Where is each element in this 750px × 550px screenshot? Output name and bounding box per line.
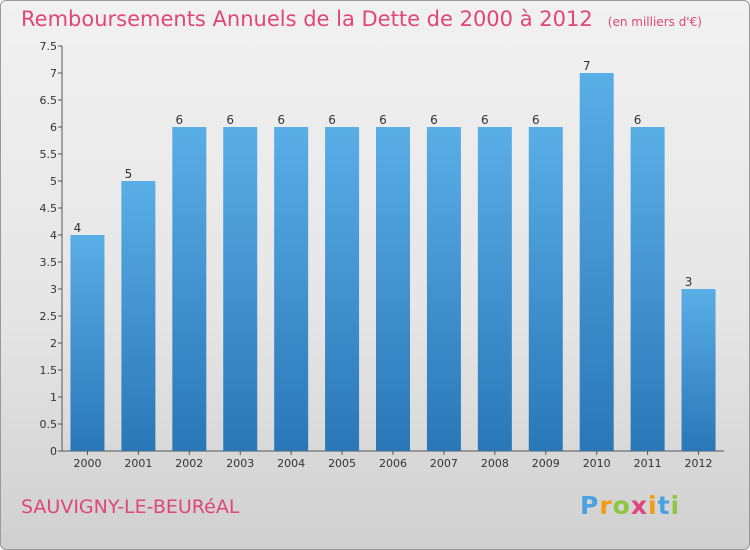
x-tick-label-2000: 2000 [73, 457, 101, 470]
x-tick-label-2011: 2011 [634, 457, 662, 470]
title-row: Remboursements Annuels de la Dette de 20… [21, 7, 702, 31]
bar-2001 [121, 181, 156, 451]
bar-2012 [681, 289, 716, 451]
logo-letter: P [580, 491, 600, 520]
bar-2002 [172, 127, 207, 451]
bar-2008 [477, 127, 512, 451]
value-label-2008: 6 [481, 113, 489, 127]
y-tick-label: 1.5 [40, 364, 58, 377]
x-tick-label-2008: 2008 [481, 457, 509, 470]
y-tick-label: 0.5 [40, 418, 58, 431]
bar-2006 [376, 127, 410, 451]
y-tick-label: 5.5 [40, 148, 58, 161]
value-labels: 4 5 6 6 6 6 6 6 6 6 7 6 3 [74, 59, 693, 289]
value-label-2004: 6 [277, 113, 285, 127]
bar-2009 [528, 127, 563, 451]
bars [70, 73, 716, 451]
chart-subtitle: (en milliers d'€) [607, 15, 702, 29]
x-tick-label-2009: 2009 [532, 457, 560, 470]
value-label-2009: 6 [532, 113, 540, 127]
value-label-2005: 6 [328, 113, 336, 127]
logo-letter: t [657, 491, 671, 520]
y-tick-label: 7 [50, 67, 57, 80]
y-tick-label: 6 [50, 121, 57, 134]
bar-2003 [223, 127, 258, 451]
y-tick-label: 2 [50, 337, 57, 350]
y-tick-label: 0 [50, 445, 57, 458]
logo-letter: i [648, 491, 658, 520]
logo-letter: x [630, 491, 648, 520]
value-label-2011: 6 [634, 113, 642, 127]
y-tick-label: 1 [50, 391, 57, 404]
y-tick-label: 5 [50, 175, 57, 188]
commune-name: SAUVIGNY-LE-BEURéAL [21, 496, 240, 518]
value-label-2007: 6 [430, 113, 438, 127]
bar-2005 [325, 127, 360, 451]
x-tick-label-2006: 2006 [379, 457, 407, 470]
logo-letter: r [599, 491, 613, 520]
value-label-2001: 5 [125, 167, 133, 181]
y-tick-label: 7.5 [40, 40, 58, 53]
bar-2010 [579, 73, 614, 451]
chart-title: Remboursements Annuels de la Dette de 20… [21, 7, 593, 31]
y-tick-label: 4 [50, 229, 57, 242]
bar-2004 [274, 127, 309, 451]
bar-2011 [630, 127, 665, 451]
y-tick-label: 2.5 [40, 310, 58, 323]
logo-letter: i [670, 491, 681, 520]
y-tick-label: 3.5 [40, 256, 58, 269]
proxiti-logo[interactable]: Proxiti [580, 491, 680, 520]
value-label-2003: 6 [226, 113, 234, 127]
x-tick-label-2002: 2002 [175, 457, 203, 470]
bar-2000 [70, 235, 105, 451]
x-tick-label-2005: 2005 [328, 457, 356, 470]
y-tick-label: 3 [50, 283, 57, 296]
x-tick-label-2001: 2001 [124, 457, 152, 470]
logo-letter: o [612, 491, 631, 520]
value-label-2010: 7 [583, 59, 591, 73]
x-tick-label-2010: 2010 [583, 457, 611, 470]
bar-2007 [426, 127, 461, 451]
y-tick-label: 6.5 [40, 94, 58, 107]
axes: 0 0.5 1 1.5 2 2.5 3 3.5 4 4.5 5 5.5 6 6.5 7 7.5 2000 2001… [40, 40, 724, 470]
y-tick-label: 4.5 [40, 202, 58, 215]
x-tick-label-2007: 2007 [430, 457, 458, 470]
value-label-2002: 6 [175, 113, 183, 127]
value-label-2000: 4 [74, 221, 82, 235]
value-label-2006: 6 [379, 113, 387, 127]
x-tick-label-2003: 2003 [226, 457, 254, 470]
x-tick-label-2012: 2012 [685, 457, 713, 470]
value-label-2012: 3 [685, 275, 693, 289]
x-tick-label-2004: 2004 [277, 457, 305, 470]
